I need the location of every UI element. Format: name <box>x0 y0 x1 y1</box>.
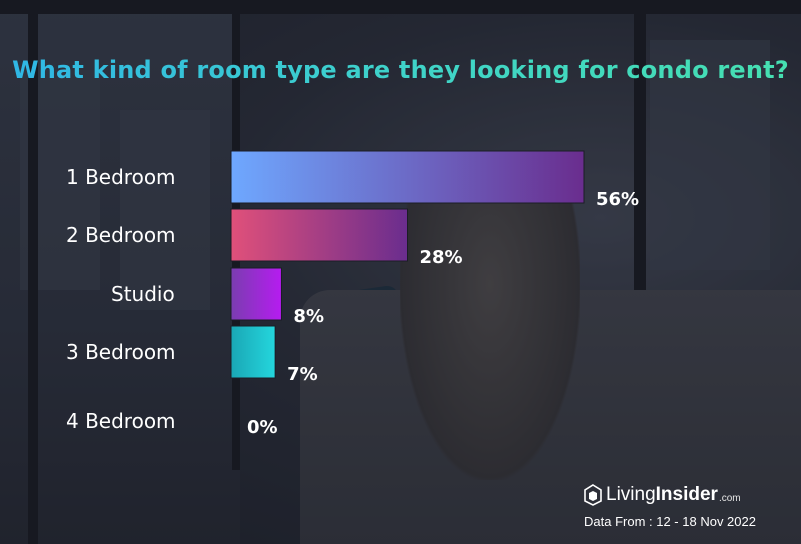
category-label: 1 Bedroom <box>66 165 176 189</box>
category-label: Studio <box>111 282 175 306</box>
data-label: 7% <box>287 364 318 385</box>
category-label: 3 Bedroom <box>66 340 176 364</box>
brand-suffix: .com <box>718 492 741 504</box>
bar <box>230 150 585 204</box>
category-label: 2 Bedroom <box>66 223 176 247</box>
data-source: Data From : 12 - 18 Nov 2022 <box>584 514 756 529</box>
brand-name-light: Living <box>606 484 656 505</box>
category-label: 4 Bedroom <box>66 409 176 433</box>
bar <box>230 208 408 262</box>
data-label: 56% <box>596 189 639 210</box>
bar <box>230 325 276 379</box>
brand-logo: Living Insider .com <box>584 484 741 506</box>
brand-name-bold: Insider <box>655 484 718 505</box>
data-label: 0% <box>247 417 278 438</box>
data-label: 8% <box>293 306 324 327</box>
person-silhouette <box>400 200 580 480</box>
data-label: 28% <box>420 247 463 268</box>
bar <box>230 267 282 321</box>
chart-title: What kind of room type are they looking … <box>0 56 801 84</box>
living-insider-logo-icon <box>584 484 602 506</box>
